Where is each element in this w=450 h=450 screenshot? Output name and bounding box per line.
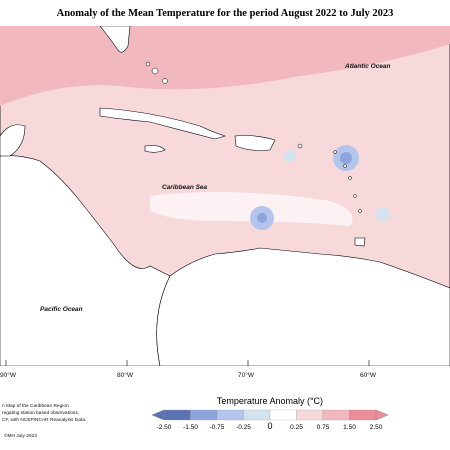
legend-swatch: [296, 409, 324, 421]
cool-band-central: [150, 192, 353, 226]
legend-label: -0.75: [209, 424, 225, 431]
cuba: [99, 107, 227, 140]
legend-label: 0.25: [290, 424, 303, 431]
legend-swatch: [190, 409, 218, 421]
caption-line-1: n Map of the Caribbean Region: [2, 404, 69, 409]
land: [0, 26, 450, 366]
cool-spot-pr: [284, 150, 296, 162]
pacific-ocean-label: Pacific Ocean: [40, 306, 83, 313]
caribbean-sea-label: Caribbean Sea: [162, 184, 208, 191]
tick-90w: 90°W: [0, 372, 16, 379]
legend-swatch: [163, 409, 191, 421]
atlantic-ocean-label: Atlantic Ocean: [345, 63, 391, 70]
legend-swatch: [269, 409, 297, 421]
small-islands: [145, 61, 362, 213]
legend-colorbar: [151, 409, 389, 421]
legend-label: -2.50: [156, 424, 172, 431]
temperature-anomaly-map: [0, 26, 450, 366]
legend-arrow-low: [151, 409, 165, 421]
legend-label: 1.50: [343, 424, 356, 431]
legend-swatch: [349, 409, 377, 421]
trinidad: [354, 237, 366, 247]
legend-label: 0.75: [316, 424, 330, 431]
legend-label: -0.25: [236, 424, 251, 431]
tick-80w: 80°W: [117, 372, 133, 379]
legend-label: 2.50: [369, 424, 383, 431]
hispaniola: [234, 135, 276, 151]
caption-line-2: regating station based observations,: [2, 411, 80, 416]
yucatan: [0, 124, 26, 157]
legend-swatch: [322, 409, 350, 421]
jamaica: [144, 145, 166, 153]
credit: ©MH July 2023: [4, 434, 37, 439]
legend-arrow-high: [375, 409, 389, 421]
map-title: Anomaly of the Mean Temperature for the …: [56, 8, 394, 19]
legend-swatch: [243, 409, 271, 421]
tick-70w: 70°W: [238, 372, 254, 379]
cool-spot-tobago: [376, 207, 390, 221]
warm-region-north: [0, 26, 450, 106]
south-america: [156, 247, 450, 366]
legend-swatch: [216, 409, 244, 421]
florida: [99, 26, 131, 53]
legend-label: 0: [267, 421, 273, 431]
legend-title: Temperature Anomaly (°C): [216, 396, 324, 406]
caption-line-3: CF, with NCEP/NCAR Reanalysis Data.: [2, 418, 87, 423]
legend-label: -1.50: [183, 424, 198, 431]
tick-60w: 60°W: [360, 372, 376, 379]
